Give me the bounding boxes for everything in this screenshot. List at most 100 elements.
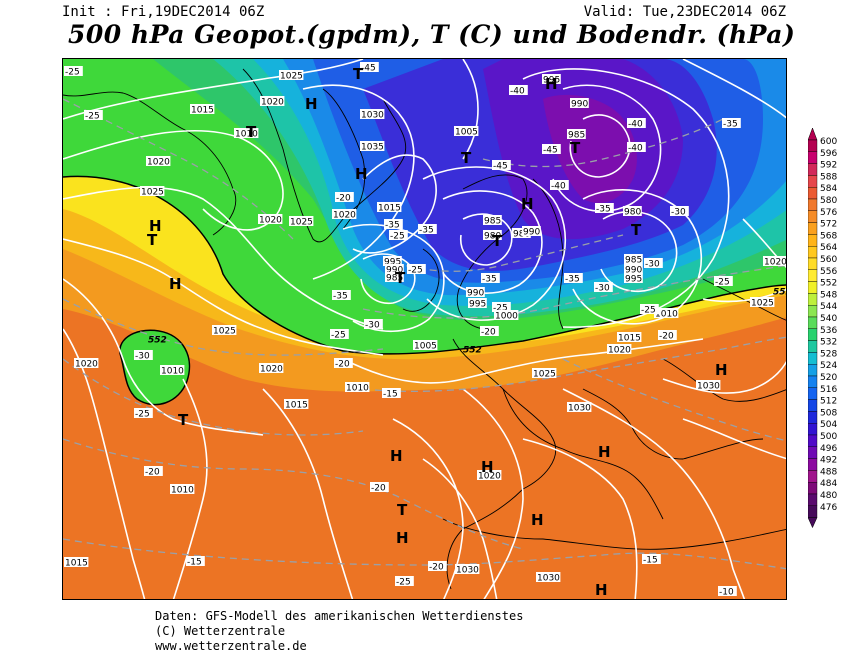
temperature-label: -15 (186, 556, 205, 568)
temperature-label: -30 (670, 206, 689, 218)
color-scale-cell (808, 269, 818, 282)
color-scale-cell (808, 470, 818, 483)
color-scale-cell (808, 375, 818, 389)
footer-source: Daten: GFS-Modell des amerikanischen Wet… (155, 609, 524, 623)
color-scale-label: 492 (820, 456, 837, 466)
temperature-label: -45 (492, 160, 511, 172)
color-scale-label: 544 (820, 302, 837, 312)
color-scale-label: 484 (820, 479, 837, 489)
temperature-label: -15 (642, 554, 661, 566)
svg-text:1030: 1030 (456, 566, 479, 576)
temperature-label: -25 (134, 408, 153, 420)
pressure-label: 1015 (64, 557, 89, 569)
color-scale-cell (808, 423, 818, 436)
temperature-label: -35 (418, 224, 437, 236)
init-time: Init : Fri,19DEC2014 06Z (62, 4, 265, 20)
svg-text:995: 995 (543, 76, 560, 86)
temperature-label: -35 (384, 219, 403, 231)
color-scale-label: 540 (820, 314, 837, 324)
svg-text:1010: 1010 (655, 310, 678, 320)
color-scale-label: 592 (820, 161, 837, 171)
color-scale-cell (808, 151, 818, 164)
svg-text:1025: 1025 (533, 370, 556, 380)
pressure-label: 990 (624, 264, 643, 276)
pressure-label: 1020 (146, 156, 171, 168)
pressure-label: 1025 (289, 216, 314, 228)
svg-text:1020: 1020 (147, 158, 170, 168)
temperature-label: -35 (564, 273, 583, 285)
color-scale-cell (808, 363, 818, 377)
svg-text:1020: 1020 (333, 211, 356, 221)
temperature-label: -25 (64, 66, 83, 78)
high-pressure-center: H (598, 443, 611, 461)
pressure-label: 1010 (345, 382, 370, 394)
svg-text:1025: 1025 (751, 299, 774, 309)
high-pressure-center: H (481, 458, 494, 476)
weather-map-svg: -25 1025 -45 995 -40 1020 -25 1015 1030 990 -40 101… (63, 59, 787, 599)
color-scale-label: 588 (820, 172, 837, 182)
color-scale-label: 500 (820, 432, 837, 442)
temperature-label: -25 (492, 302, 511, 314)
color-scale-label: 548 (820, 290, 837, 300)
pressure-label: 1015 (190, 104, 215, 116)
color-scale-cells (808, 128, 818, 528)
temperature-label: -20 (335, 192, 354, 204)
svg-text:1035: 1035 (361, 143, 384, 153)
svg-text:-35: -35 (482, 275, 497, 285)
pressure-label: 1030 (567, 402, 592, 414)
pressure-label: 1025 (212, 325, 237, 337)
color-scale-label: 496 (820, 444, 837, 454)
temperature-label: -25 (84, 110, 103, 122)
temperature-label: -10 (718, 586, 737, 598)
low-pressure-center: T (492, 232, 503, 250)
svg-text:990: 990 (571, 100, 588, 110)
pressure-label: 1020 (477, 470, 502, 482)
color-scale-cell (808, 304, 818, 318)
temperature-label: -20 (144, 466, 163, 478)
svg-text:-45: -45 (493, 162, 508, 172)
svg-text:-35: -35 (385, 221, 400, 231)
pressure-label: 995 (383, 256, 402, 268)
svg-text:1030: 1030 (361, 111, 384, 121)
color-scale-label: 520 (820, 373, 837, 383)
svg-text:985: 985 (625, 256, 642, 266)
svg-text:-25: -25 (641, 306, 656, 316)
color-scale-label: 516 (820, 385, 837, 395)
pressure-label: 1025 (140, 186, 165, 198)
svg-text:990: 990 (467, 289, 484, 299)
color-scale-bottom-arrow (808, 517, 818, 528)
color-scale-label: 552 (820, 279, 837, 289)
svg-text:-25: -25 (396, 578, 411, 588)
svg-text:990: 990 (625, 266, 642, 276)
svg-text:985: 985 (568, 131, 585, 141)
svg-text:-25: -25 (390, 232, 405, 242)
svg-text:-30: -30 (365, 321, 380, 331)
svg-text:990: 990 (523, 228, 540, 238)
svg-text:995: 995 (384, 258, 401, 268)
high-pressure-center: H (545, 75, 558, 93)
pressure-label: 990 (570, 98, 589, 110)
color-scale-label: 504 (820, 420, 837, 430)
temperature-label: -25 (330, 329, 349, 341)
svg-text:-40: -40 (628, 144, 643, 154)
color-scale-cell (808, 352, 818, 365)
color-scale-label: 564 (820, 243, 837, 253)
pressure-label: 1035 (360, 141, 385, 153)
svg-text:552: 552 (773, 288, 787, 298)
field-552-blob (119, 329, 191, 406)
pressure-label: 1030 (696, 380, 721, 392)
svg-text:1015: 1015 (285, 401, 308, 411)
low-pressure-center: T (353, 65, 364, 83)
height-label: 552 (773, 288, 787, 298)
svg-text:-35: -35 (723, 120, 738, 130)
low-pressure-center: T (147, 231, 158, 249)
temperature-label: -40 (627, 142, 646, 154)
high-pressure-center: H (521, 195, 534, 213)
pressure-label: 1005 (454, 126, 479, 138)
pressure-label: 1025 (750, 297, 775, 309)
svg-text:-25: -25 (135, 410, 150, 420)
svg-text:-25: -25 (493, 304, 508, 314)
height-label: 552 (148, 336, 167, 346)
color-scale-label: 560 (820, 255, 837, 265)
svg-text:1020: 1020 (261, 98, 284, 108)
